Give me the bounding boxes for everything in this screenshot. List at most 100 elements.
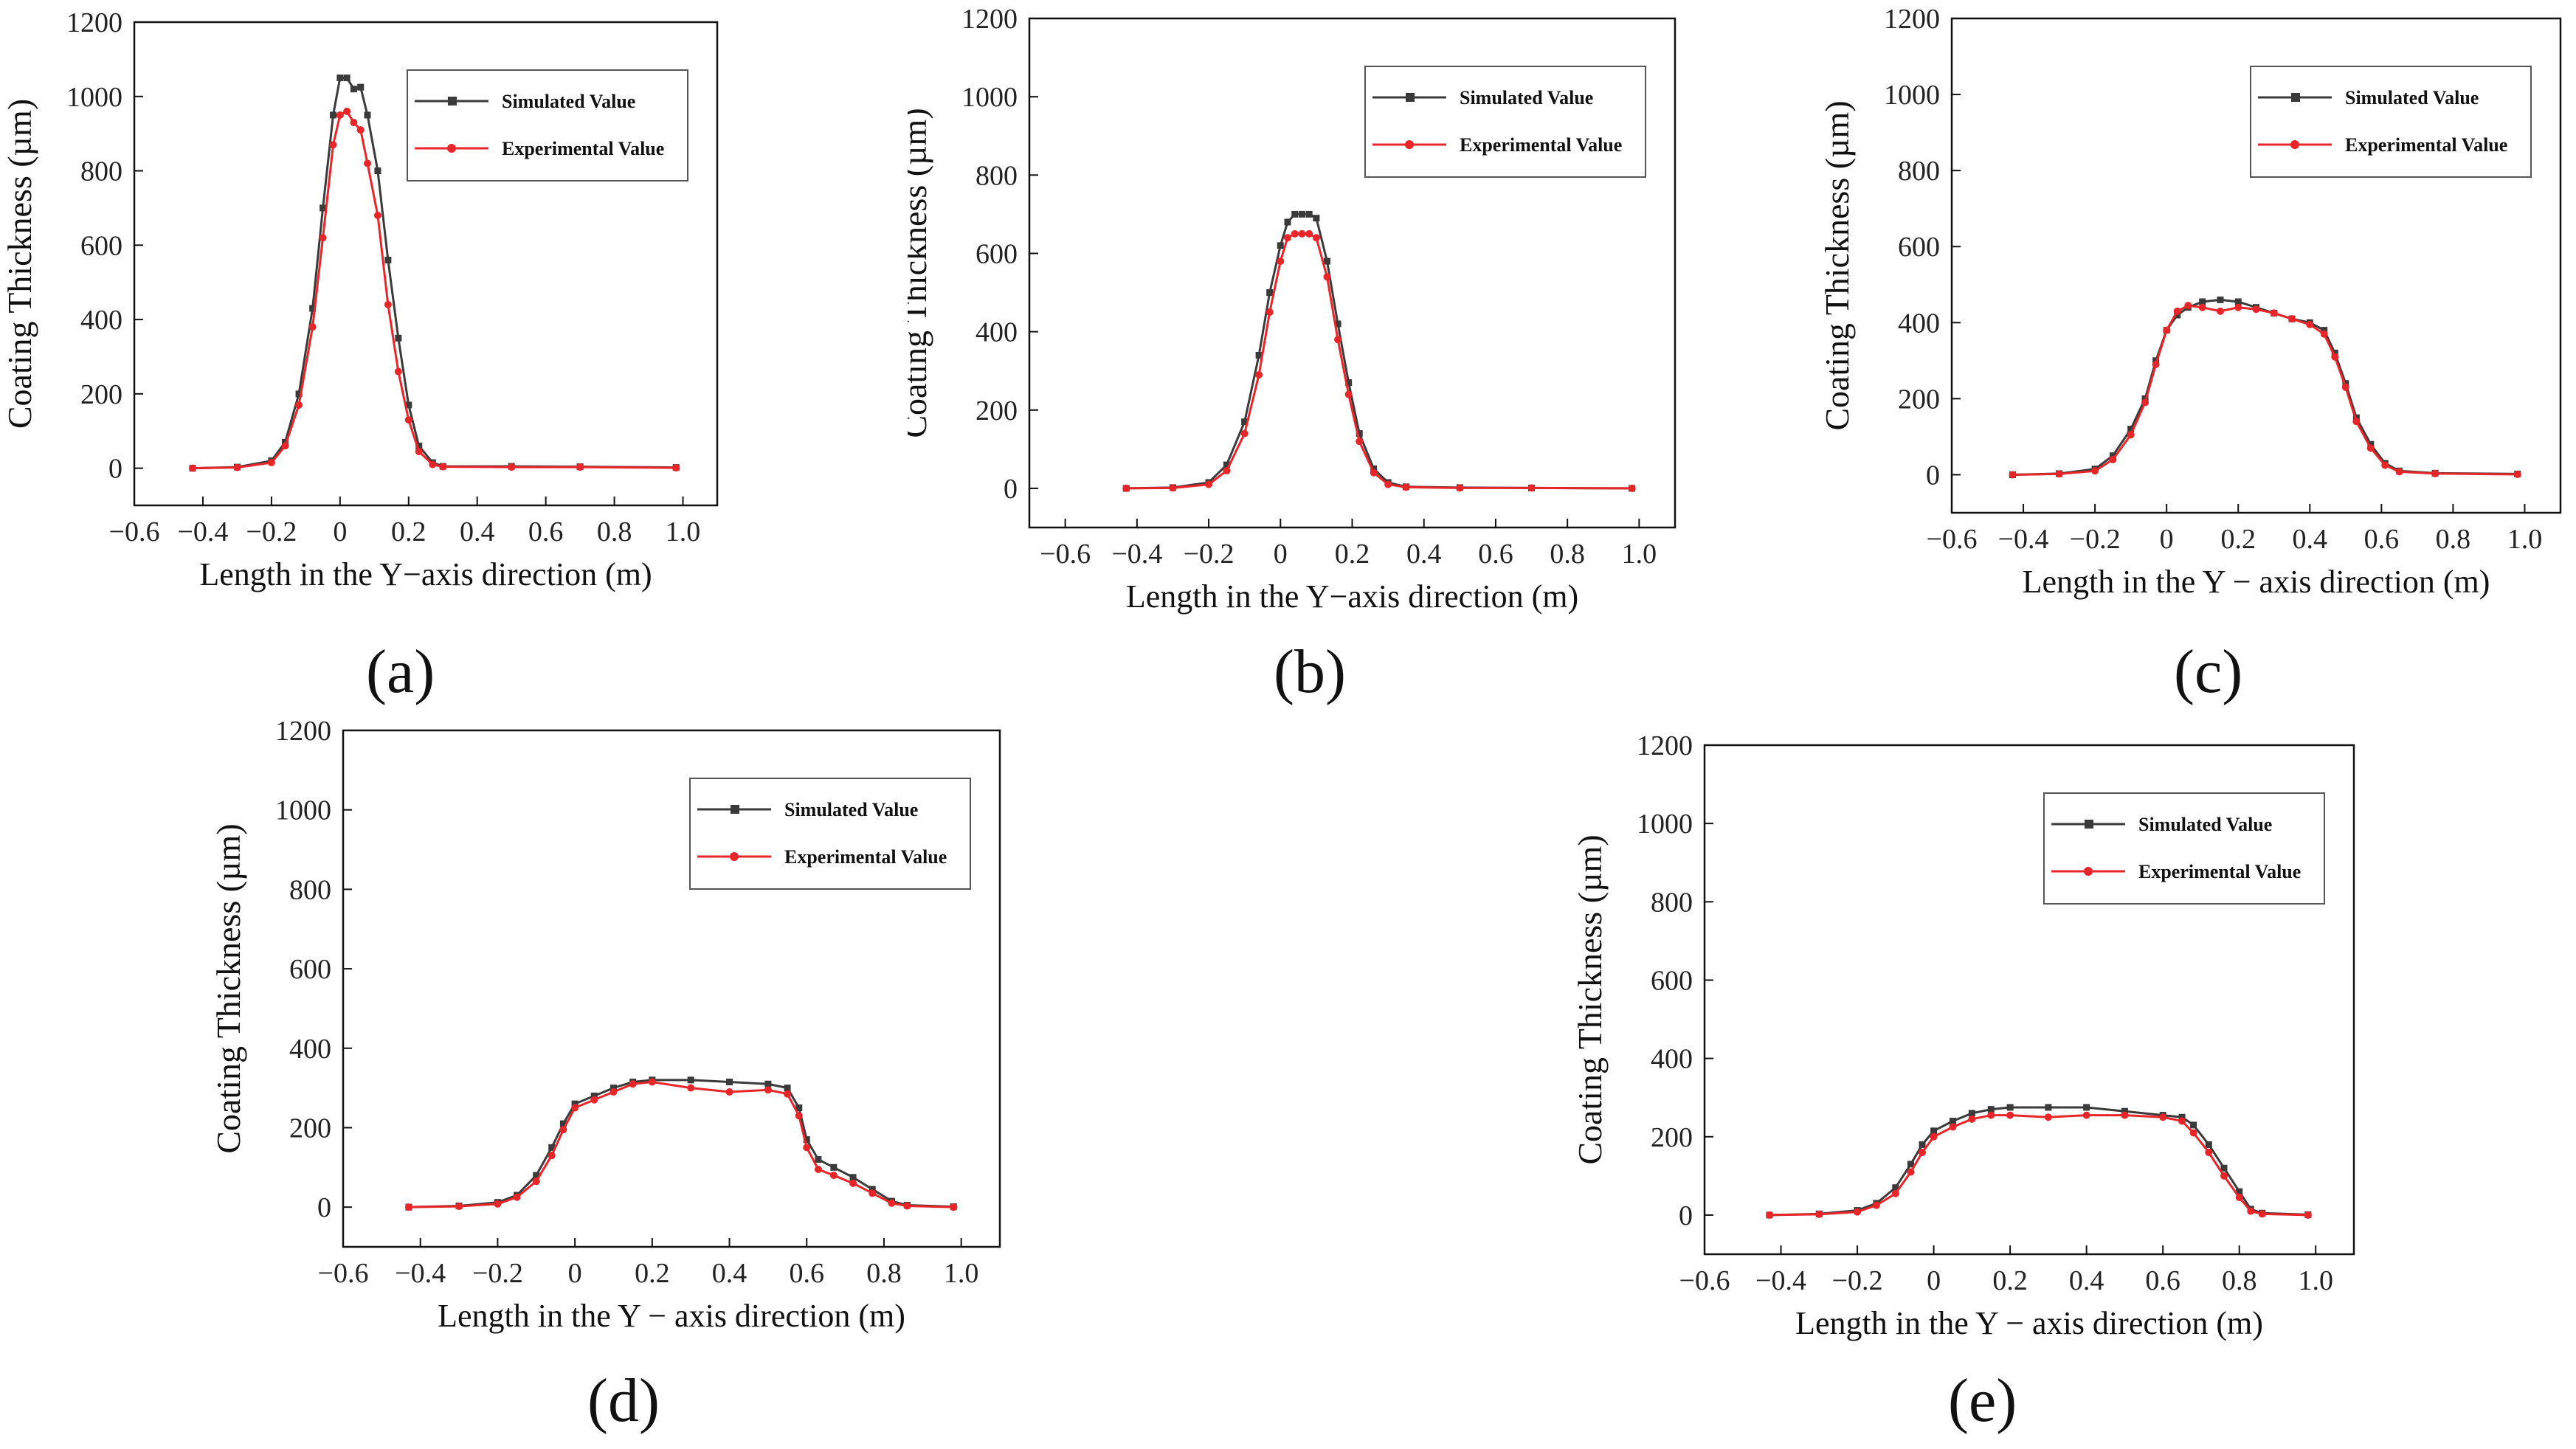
series-line-simulated (2012, 298, 2518, 476)
data-point-experimental (829, 1172, 838, 1180)
data-point-experimental (1223, 467, 1231, 475)
data-point-experimental (1766, 1211, 1773, 1219)
chart-panel-e: −0.6 −0.4 −0.2 0 0.2 0.4 0.6 0.8 1.0 0 200 400 600 80… (1571, 730, 2355, 1341)
data-point-simulated (2178, 1113, 2186, 1121)
data-point-simulated (1949, 1118, 1956, 1125)
plot-frame (342, 729, 1001, 1248)
data-point-simulated (343, 75, 351, 82)
data-point-experimental (329, 141, 337, 149)
series-line-simulated (1769, 1106, 2308, 1217)
data-point-simulated (1323, 257, 1330, 265)
x-tick-label: −0.6 (109, 516, 160, 547)
data-point-experimental (1384, 480, 1392, 488)
data-point-simulated (830, 1163, 838, 1171)
x-tick-label: 0.4 (1406, 539, 1442, 570)
data-point-simulated (1968, 1110, 1975, 1117)
y-tick-label: 0 (1004, 474, 1018, 505)
legend-marker-experimental (2084, 867, 2093, 876)
data-point-experimental (295, 401, 303, 409)
data-point-simulated (1284, 218, 1291, 226)
x-tick-label: 1.0 (2507, 524, 2543, 555)
data-point-simulated (364, 111, 371, 119)
data-point-experimental (532, 1177, 540, 1186)
data-point-experimental (1265, 308, 1274, 317)
data-point-simulated (548, 1144, 556, 1151)
data-point-experimental (2366, 444, 2375, 452)
x-tick-label: 0.6 (528, 516, 564, 547)
data-point-experimental (373, 212, 381, 219)
plot-frame (1950, 17, 2562, 514)
data-point-experimental (2431, 469, 2439, 477)
data-point-experimental (1891, 1189, 1899, 1197)
panel-label-e: (e) (1948, 1366, 2017, 1435)
data-point-experimental (2258, 1210, 2266, 1218)
legend-label: Simulated Value (2138, 814, 2272, 835)
x-tick-label: −0.2 (1832, 1265, 1883, 1296)
data-point-experimental (513, 1193, 521, 1201)
x-axis-label: Length in the Y−axis direction (m) (1126, 578, 1578, 615)
data-point-experimental (548, 1152, 556, 1160)
y-tick-label: 1000 (1637, 809, 1693, 840)
x-tick-label: −0.4 (1111, 539, 1162, 570)
data-point-experimental (2173, 307, 2181, 315)
data-point-experimental (2381, 461, 2389, 469)
x-tick-label: −0.4 (1998, 524, 2049, 555)
data-point-simulated (815, 1156, 822, 1163)
data-point-experimental (308, 323, 317, 331)
data-point-experimental (795, 1112, 803, 1120)
legend-marker-simulated (731, 805, 739, 814)
y-tick-label: 200 (1651, 1122, 1693, 1153)
y-tick-label: 800 (80, 156, 122, 187)
x-tick-label: −0.4 (395, 1258, 446, 1289)
chart-panel-c: −0.6 −0.4 −0.2 0 0.2 0.4 0.6 0.8 1.0 0 200 400 600 80… (1818, 4, 2562, 600)
chart-panel-d: −0.6 −0.4 −0.2 0 0.2 0.4 0.6 0.8 1.0 0 200 400 600 80… (210, 716, 1001, 1334)
x-tick-label: 1.0 (2298, 1265, 2333, 1296)
y-axis-label: Coating Thickness (µm) (1571, 834, 1609, 1164)
y-tick-label: 1200 (1884, 4, 1940, 35)
legend-label: Simulated Value (502, 91, 635, 112)
data-point-simulated (803, 1136, 810, 1144)
x-tick-label: 0.6 (2364, 524, 2400, 555)
data-point-experimental (356, 126, 365, 134)
data-point-simulated (357, 83, 365, 91)
y-tick-label: 600 (80, 230, 122, 261)
data-point-experimental (364, 159, 371, 167)
y-tick-label: 200 (80, 379, 122, 410)
data-point-simulated (1277, 242, 1284, 249)
legend-marker-simulated (448, 97, 457, 106)
data-point-simulated (2236, 1188, 2243, 1195)
y-axis-label: Coating Thickness (µm) (210, 823, 247, 1153)
legend-marker-experimental (1405, 140, 1414, 149)
data-point-simulated (1313, 215, 1320, 222)
series-line-experimental (1769, 1114, 2308, 1217)
legend-label: Simulated Value (2345, 87, 2479, 108)
x-tick-label: 0.2 (391, 516, 427, 547)
x-tick-label: 0.8 (2436, 524, 2471, 555)
data-point-experimental (814, 1166, 822, 1173)
legend-label: Experimental Value (502, 138, 664, 159)
data-point-experimental (610, 1088, 618, 1096)
x-tick-label: −0.6 (1927, 524, 1978, 555)
data-point-experimental (1205, 480, 1213, 488)
data-point-simulated (384, 256, 392, 263)
data-point-simulated (1907, 1161, 1915, 1168)
x-tick-label: 1.0 (666, 516, 701, 547)
data-point-simulated (2331, 350, 2338, 357)
x-tick-label: 1.0 (1622, 539, 1657, 570)
data-point-experimental (2127, 431, 2135, 439)
x-tick-label: 0.2 (1335, 539, 1370, 570)
data-point-experimental (2184, 302, 2192, 310)
data-point-simulated (2352, 414, 2360, 421)
y-tick-label: 1200 (66, 7, 122, 38)
data-point-simulated (2205, 1141, 2212, 1148)
data-point-simulated (1987, 1106, 1995, 1113)
x-tick-label: 0.8 (2222, 1265, 2257, 1296)
data-point-simulated (2217, 296, 2224, 303)
data-point-experimental (1334, 336, 1342, 344)
data-point-experimental (405, 1203, 412, 1211)
x-tick-label: 0 (568, 1258, 582, 1289)
data-point-experimental (2513, 470, 2521, 478)
legend-box (689, 778, 971, 890)
data-point-experimental (2252, 305, 2260, 314)
data-point-experimental (2159, 1113, 2167, 1121)
